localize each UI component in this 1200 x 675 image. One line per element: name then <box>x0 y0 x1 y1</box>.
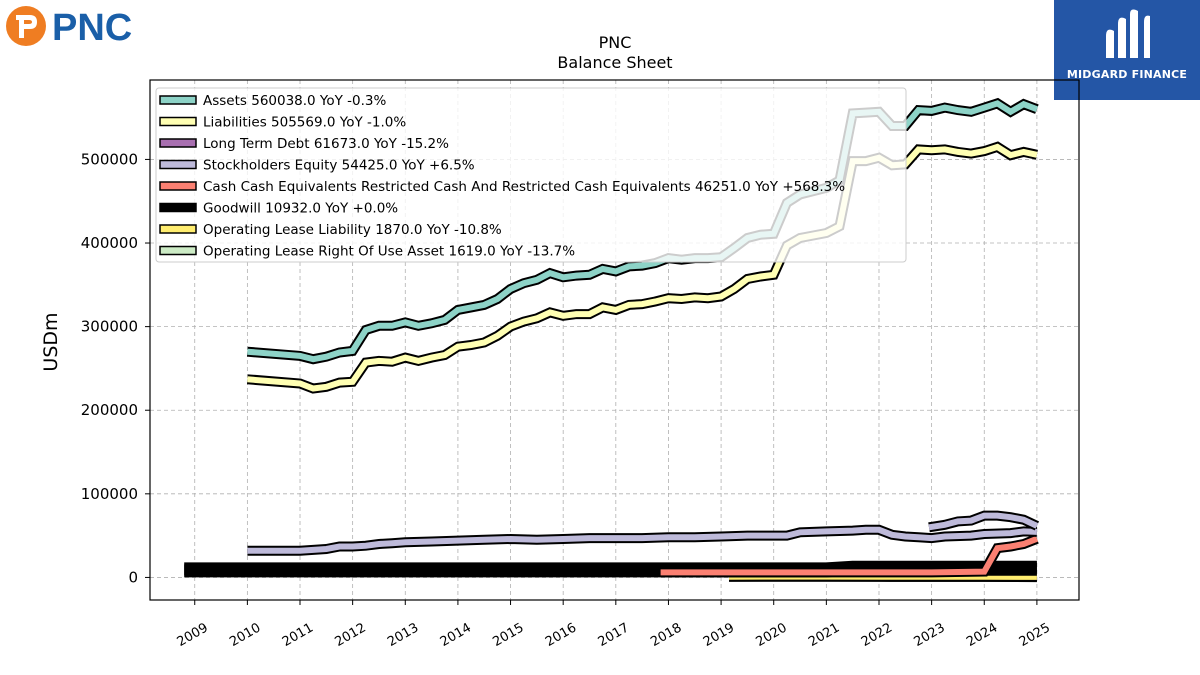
x-tick-label: 2025 <box>1017 620 1053 650</box>
midgard-logo-mark <box>1106 9 1150 59</box>
x-tick-label: 2012 <box>332 620 368 650</box>
x-tick-label: 2020 <box>754 620 790 650</box>
chart-title: PNC <box>599 33 632 52</box>
x-tick-label: 2013 <box>385 620 421 650</box>
legend-swatch <box>159 245 197 256</box>
y-tick-label: 200000 <box>81 401 138 419</box>
pnc-logo: PNC <box>4 4 154 50</box>
legend-entry: Stockholders Equity 54425.0 YoY +6.5% <box>203 158 475 174</box>
legend-swatch <box>159 159 197 170</box>
legend-entry: Liabilities 505569.0 YoY -1.0% <box>203 115 406 131</box>
y-tick-label: 400000 <box>81 234 138 252</box>
x-tick-label: 2023 <box>911 620 947 650</box>
legend-entry: Goodwill 10932.0 YoY +0.0% <box>203 201 398 217</box>
series-line <box>247 524 1038 556</box>
x-tick-label: 2021 <box>806 620 842 650</box>
x-tick-label: 2016 <box>543 620 579 650</box>
y-tick-label: 300000 <box>81 318 138 336</box>
y-axis: 0 100000 200000 300000 400000 500000 <box>81 150 150 586</box>
legend-swatch <box>159 138 197 148</box>
legend-swatch <box>159 95 197 105</box>
x-tick-label: 2015 <box>490 620 526 650</box>
x-tick-label: 2019 <box>701 620 737 650</box>
y-tick-label: 100000 <box>81 485 138 503</box>
x-tick-label: 2017 <box>596 620 632 650</box>
midgard-finance-logo: MIDGARD FINANCE <box>1054 0 1200 100</box>
legend-entry: Assets 560038.0 YoY -0.3% <box>203 93 387 109</box>
pnc-logo-text: PNC <box>52 7 132 49</box>
y-tick-label: 500000 <box>81 150 138 168</box>
series-line-stroke <box>247 526 1038 554</box>
series-line <box>247 141 1038 394</box>
series-line-stroke <box>928 512 1039 531</box>
legend-entry: Operating Lease Right Of Use Asset 1619.… <box>203 244 575 260</box>
x-tick-label: 2024 <box>964 620 1000 650</box>
legend: Assets 560038.0 YoY -0.3% Liabilities 505… <box>155 87 907 263</box>
x-tick-label: 2010 <box>227 620 263 650</box>
series-layer <box>184 97 1040 583</box>
x-tick-label: 2022 <box>859 620 895 650</box>
x-axis: 2009 2010 2011 2012 2013 2014 2015 2016 2017 2018… <box>175 600 1053 650</box>
series-line-stroke <box>247 143 1038 392</box>
legend-entry: Long Term Debt 61673.0 YoY -15.2% <box>203 136 449 152</box>
series-line <box>928 510 1040 533</box>
midgard-logo-text: MIDGARD FINANCE <box>1066 68 1188 81</box>
legend-swatch <box>159 202 197 213</box>
legend-box <box>155 87 907 263</box>
x-tick-label: 2011 <box>280 620 316 650</box>
chart-subtitle: Balance Sheet <box>557 53 672 72</box>
x-tick-label: 2009 <box>175 620 211 650</box>
legend-swatch <box>159 224 197 234</box>
legend-entry: Cash Cash Equivalents Restricted Cash An… <box>203 179 845 195</box>
x-tick-label: 2018 <box>648 620 684 650</box>
y-tick-label: 0 <box>128 568 138 586</box>
legend-entry: Operating Lease Liability 1870.0 YoY -10… <box>203 222 502 238</box>
x-tick-label: 2014 <box>438 620 474 650</box>
plot-frame <box>149 79 1080 601</box>
series-line <box>660 534 1039 578</box>
y-axis-label: USDm <box>40 312 62 371</box>
legend-swatch <box>159 181 197 191</box>
legend-swatch <box>159 116 197 127</box>
series-line-stroke <box>660 536 1038 576</box>
